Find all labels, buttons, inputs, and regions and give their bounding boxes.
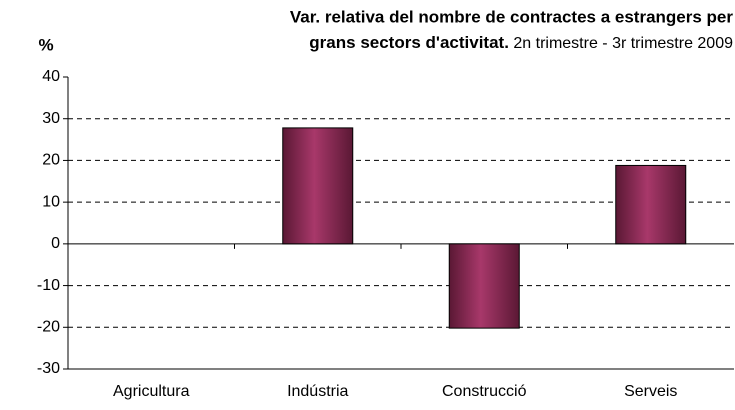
y-tick-label: -10 (37, 277, 60, 294)
y-tick-label: 0 (51, 235, 60, 252)
y-tick-label: 40 (42, 68, 60, 85)
bar (615, 164, 687, 245)
chart-title-line: grans sectors d'activitat. 2n trimestre … (309, 33, 733, 52)
y-tick-label: 10 (42, 193, 60, 210)
x-tick-label: Agricultura (113, 383, 190, 400)
y-axis-label: % (38, 35, 53, 54)
y-tick-label: -30 (37, 360, 60, 377)
chart-title: grans sectors d'activitat. (309, 33, 509, 52)
y-tick-label: 20 (42, 152, 60, 169)
x-tick-label: Construcció (442, 383, 527, 400)
y-tick-label: 30 (42, 110, 60, 127)
chart-title: Var. relativa del nombre de contractes a… (290, 7, 734, 26)
bar (448, 243, 520, 329)
y-tick-label: -20 (37, 319, 60, 336)
chart-subtitle: 2n trimestre - 3r trimestre 2009 (513, 35, 733, 52)
x-tick-label: Serveis (624, 383, 677, 400)
x-tick-label: Indústria (287, 383, 348, 400)
bar (282, 127, 354, 245)
